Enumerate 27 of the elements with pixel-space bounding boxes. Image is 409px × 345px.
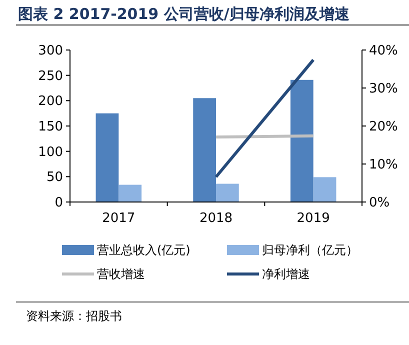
legend-label: 营收增速 xyxy=(97,267,145,282)
y-tick-label: 200 xyxy=(38,94,63,110)
legend-label: 营业总收入(亿元) xyxy=(97,243,190,258)
chart-title: 图表 2 2017-2019 公司营收/归母净利润及增速 xyxy=(18,5,350,23)
bar xyxy=(118,184,142,202)
y-tick-label: 100 xyxy=(38,144,63,160)
y-tick-label: 300 xyxy=(38,44,63,59)
text: 资料来源：招股书 xyxy=(26,309,122,323)
x-tick-label: 2017 xyxy=(102,211,136,226)
bar xyxy=(216,184,239,202)
x-tick-label: 2019 xyxy=(296,211,330,226)
y2-tick-label: 0% xyxy=(369,196,390,211)
legend-label: 归母净利（亿元） xyxy=(262,243,358,258)
bar xyxy=(290,80,314,202)
y2-tick-label: 40% xyxy=(369,44,398,59)
legend-label: 净利增速 xyxy=(262,267,310,282)
bar xyxy=(313,177,336,202)
y2-tick-label: 10% xyxy=(369,158,398,173)
y-tick-label: 50 xyxy=(46,170,63,186)
y2-tick-label: 20% xyxy=(369,120,398,135)
bar xyxy=(193,98,216,202)
x-tick-label: 2018 xyxy=(199,211,233,226)
y-tick-label: 250 xyxy=(38,68,63,84)
y-tick-label: 0 xyxy=(54,196,63,211)
y-tick-label: 150 xyxy=(38,120,63,135)
y2-tick-label: 30% xyxy=(369,82,398,97)
bar xyxy=(96,113,119,202)
